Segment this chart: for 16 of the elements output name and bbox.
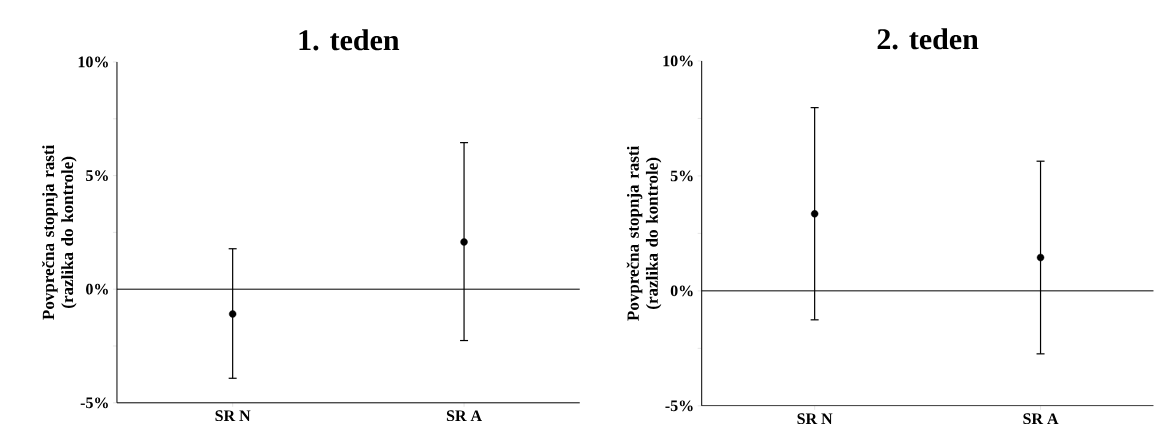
y-tick-label: 10% [78,56,108,68]
y-tick-label: 0% [86,283,108,295]
y-axis-title: Povprečna stopnja rasti (razlika do kontrole) [42,145,77,320]
y-tick-label: -5% [665,400,693,412]
chart-title: 1. teden [299,29,400,51]
y-axis-title: Povprečna stopnja rasti (razlika do kontrole) [626,146,662,321]
x-tick-label: SR N [215,410,251,422]
x-tick-label: SR N [797,413,833,425]
y-tick-label: 5% [670,170,693,182]
y-tick-label: 10% [663,55,693,67]
chart-title: 2. teden [877,28,979,50]
y-tick-label: -5% [80,397,108,409]
y-tick-label: 5% [86,170,108,182]
y-tick-label: 0% [670,285,693,297]
x-tick-label: SR A [446,410,482,422]
x-tick-label: SR A [1023,413,1059,425]
